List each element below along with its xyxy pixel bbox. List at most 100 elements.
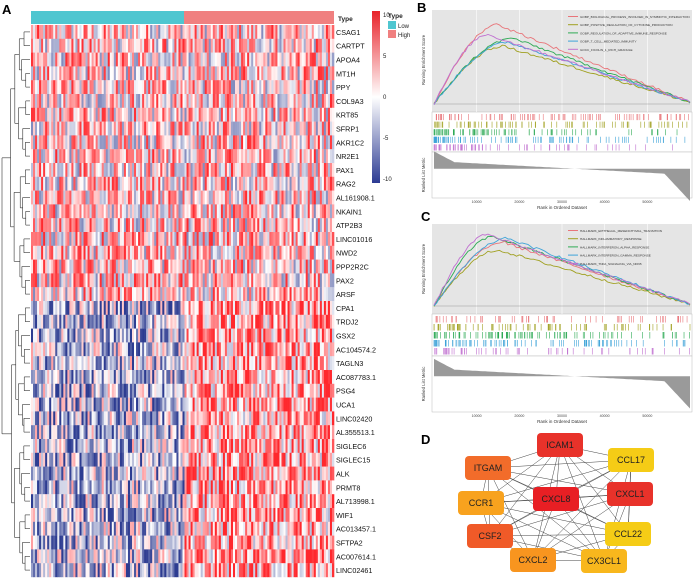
heatmap-cell xyxy=(315,466,319,481)
heatmap-cell xyxy=(59,190,62,205)
heatmap-cell xyxy=(198,204,201,219)
heatmap-cell xyxy=(299,466,302,481)
heatmap-cell xyxy=(275,66,278,81)
heatmap-cell xyxy=(259,190,262,205)
heatmap-cell xyxy=(307,287,311,302)
heatmap-cell xyxy=(190,80,193,95)
heatmap-cell xyxy=(283,439,286,453)
heatmap-cell xyxy=(301,314,304,329)
heatmap-cell xyxy=(239,301,242,315)
heatmap-cell xyxy=(95,232,98,246)
heatmap-cell xyxy=(99,107,102,122)
heatmap-cell xyxy=(188,80,191,95)
heatmap-cell xyxy=(111,314,115,329)
heatmap-cell xyxy=(45,259,48,274)
heatmap-cell xyxy=(289,452,292,467)
heatmap-cell xyxy=(105,94,109,108)
heatmap-cell xyxy=(228,94,232,108)
heatmap-cell xyxy=(136,259,139,274)
heatmap-cell xyxy=(299,218,302,233)
heatmap-cell xyxy=(220,452,224,467)
heatmap-cell xyxy=(323,342,327,357)
heatmap-cell xyxy=(220,94,224,108)
heatmap-cell xyxy=(67,176,70,191)
heatmap-cell xyxy=(200,301,203,315)
heatmap-cell xyxy=(97,232,100,246)
heatmap-cell xyxy=(265,287,268,302)
heatmap-cell xyxy=(301,245,304,260)
heatmap-cell xyxy=(47,218,50,233)
heatmap-cell xyxy=(301,218,304,233)
heatmap-cell xyxy=(146,107,149,122)
heatmap-cell xyxy=(267,135,270,150)
heatmap-cell xyxy=(79,25,82,39)
heatmap-cell xyxy=(325,273,329,288)
heatmap-cell xyxy=(210,190,214,205)
heatmap-cell xyxy=(134,383,137,398)
heatmap-cell xyxy=(166,356,169,371)
heatmap-cell xyxy=(224,218,228,233)
heatmap-cell xyxy=(186,176,189,191)
heatmap-cell xyxy=(301,190,304,205)
heatmap-cell xyxy=(259,411,262,426)
heatmap-cell xyxy=(186,121,189,136)
heatmap-cell xyxy=(77,328,80,343)
heatmap-cell xyxy=(309,66,313,81)
heatmap-cell xyxy=(109,425,113,440)
heatmap-cell xyxy=(222,411,226,426)
heatmap-cell xyxy=(283,273,286,288)
heatmap-cell xyxy=(87,273,90,288)
heatmap-cell xyxy=(329,245,333,260)
heatmap-cell xyxy=(31,52,34,67)
heatmap-cell xyxy=(170,383,173,398)
heatmap-cell xyxy=(228,452,232,467)
heatmap-cell xyxy=(77,176,80,191)
heatmap-cell xyxy=(198,314,201,329)
heatmap-cell xyxy=(43,259,46,274)
heatmap-cell xyxy=(303,452,307,467)
heatmap-cell xyxy=(325,218,329,233)
heatmap-cell xyxy=(83,259,86,274)
heatmap-cell xyxy=(315,204,319,219)
heatmap-cell xyxy=(245,121,248,136)
heatmap-cell xyxy=(241,25,244,39)
heatmap-cell xyxy=(251,314,254,329)
heatmap-cell xyxy=(152,94,155,108)
heatmap-cell xyxy=(180,163,183,177)
heatmap-cell xyxy=(241,273,244,288)
heatmap-cell xyxy=(293,121,296,136)
heatmap-cell xyxy=(261,301,264,315)
heatmap-cell xyxy=(253,80,256,95)
heatmap-cell xyxy=(105,149,109,164)
heatmap-cell xyxy=(259,383,262,398)
heatmap-cell xyxy=(216,328,220,343)
heatmap-cell xyxy=(75,273,78,288)
heatmap-cell xyxy=(204,356,208,371)
heatmap-cell xyxy=(57,466,60,481)
heatmap-cell xyxy=(265,383,268,398)
heatmap-cell xyxy=(158,342,161,357)
heatmap-cell xyxy=(65,52,68,67)
heatmap-cell xyxy=(37,356,40,371)
heatmap-cell xyxy=(309,328,313,343)
heatmap-cell xyxy=(257,425,260,440)
heatmap-cell xyxy=(140,121,143,136)
heatmap-cell xyxy=(224,301,228,315)
heatmap-cell xyxy=(162,190,165,205)
heatmap-cell xyxy=(315,121,319,136)
heatmap-cell xyxy=(289,218,292,233)
heatmap-cell xyxy=(156,287,159,302)
heatmap-cell xyxy=(49,107,52,122)
heatmap-cell xyxy=(93,328,96,343)
heatmap-cell xyxy=(67,273,70,288)
heatmap-cell xyxy=(196,301,199,315)
heatmap-cell xyxy=(257,52,260,67)
heatmap-cell xyxy=(239,218,242,233)
heatmap-cell xyxy=(323,273,327,288)
heatmap-cell xyxy=(228,232,232,246)
heatmap-cell xyxy=(75,328,78,343)
heatmap-cell xyxy=(81,107,84,122)
heatmap-cell xyxy=(317,259,321,274)
heatmap-cell xyxy=(305,397,309,412)
heatmap-cell xyxy=(287,107,290,122)
